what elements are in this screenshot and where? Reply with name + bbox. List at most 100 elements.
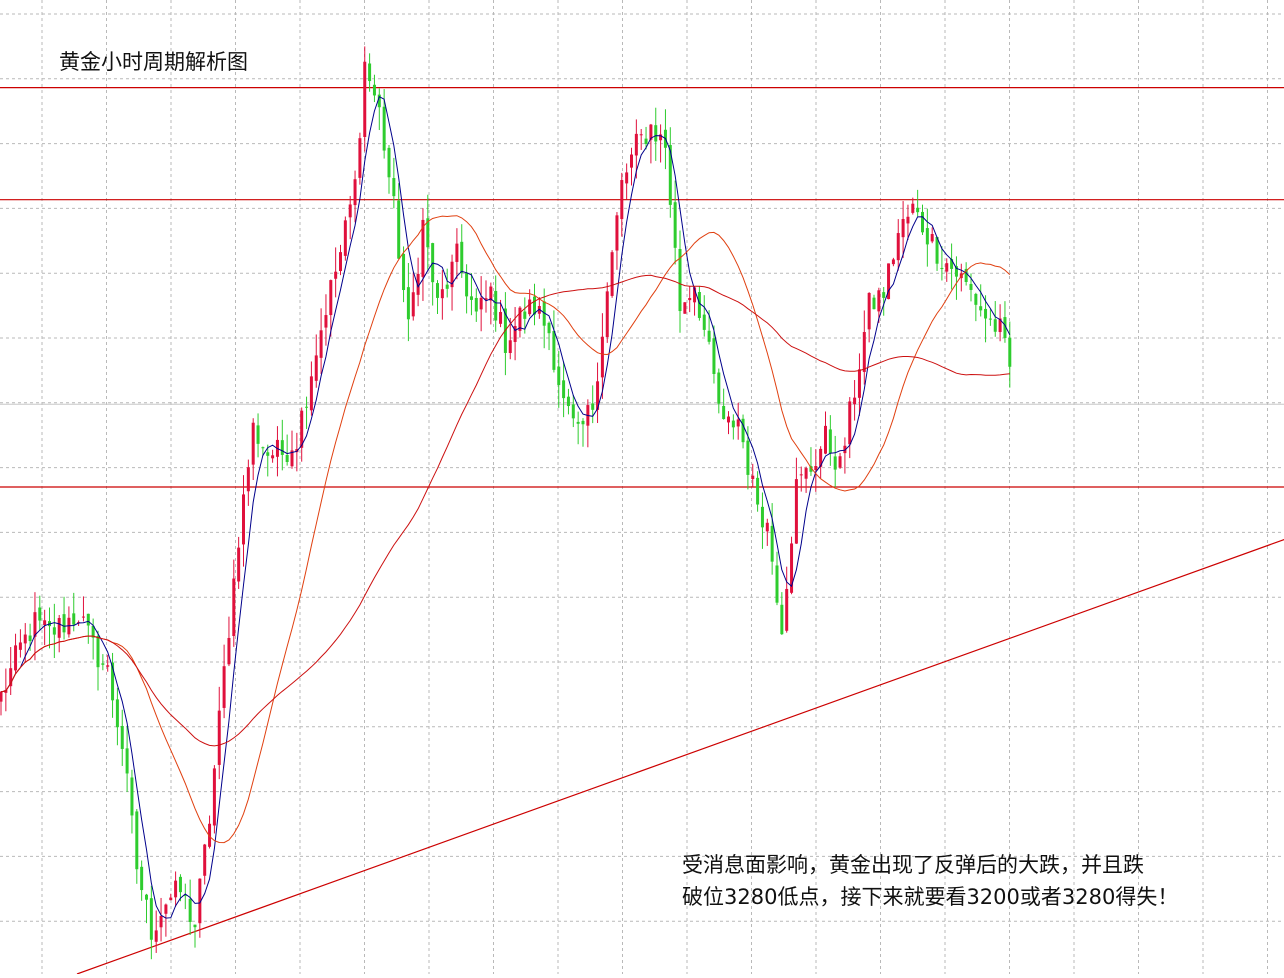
candle-body [838, 456, 842, 468]
candle-body [634, 133, 638, 156]
candle-body [436, 283, 439, 298]
candle-body [363, 61, 367, 137]
candle-body [940, 267, 944, 269]
candle-body [251, 422, 255, 465]
candle-body [159, 916, 163, 928]
candle-body [232, 578, 236, 636]
candle-body [843, 445, 847, 454]
candle-body [290, 450, 294, 467]
candle-body [901, 218, 905, 238]
candle-body [426, 218, 430, 248]
candle-body [130, 777, 134, 816]
candle-body [271, 455, 275, 459]
candle-body [644, 138, 648, 144]
candle-body [600, 336, 604, 378]
candle-body [891, 259, 895, 265]
candle-body [765, 522, 769, 532]
candle-body [824, 425, 827, 454]
candle-body [135, 811, 139, 870]
candle-body [591, 403, 595, 410]
candle-body [368, 63, 372, 82]
candle-body [314, 355, 318, 381]
candle-body [867, 292, 871, 330]
candle-body [237, 547, 241, 582]
candle-body [445, 284, 449, 289]
candle-body [479, 297, 483, 310]
candle-body [620, 180, 624, 220]
candle-body [853, 397, 857, 405]
candle-body [998, 318, 1002, 333]
candle-body [605, 291, 609, 338]
candle-body [203, 844, 207, 876]
horizontal-levels [0, 87, 1284, 488]
candle-body [460, 241, 464, 273]
candle-body [916, 207, 920, 213]
candle-body [227, 637, 231, 665]
candle-body [353, 179, 357, 206]
candle-body [324, 315, 328, 328]
moving-average-line [0, 274, 1010, 747]
candle-body [261, 447, 265, 449]
candle-body [804, 468, 808, 479]
candle-body [833, 456, 837, 470]
candle-body [688, 298, 692, 301]
candle-body [343, 220, 347, 256]
candle-body [935, 237, 939, 264]
candle-body [387, 147, 391, 178]
candle-body [339, 252, 342, 272]
candle-body [790, 543, 794, 593]
candle-body [96, 636, 100, 668]
candle-body [28, 635, 32, 642]
support-trendline [76, 538, 1284, 975]
candle-body [33, 612, 37, 637]
candle-body [693, 287, 697, 303]
candle-body [979, 306, 983, 311]
candle-body [145, 894, 148, 900]
candle-body [969, 283, 973, 290]
candle-body [309, 376, 313, 411]
candle-body [678, 249, 682, 312]
candle-body [358, 138, 362, 178]
candle-body [649, 124, 653, 140]
candle-body [440, 289, 444, 299]
candle-body [528, 299, 532, 315]
candle-body [484, 298, 488, 300]
candle-body [392, 178, 396, 197]
candle-body [717, 372, 721, 404]
candle-body [988, 318, 992, 320]
candle-body [382, 106, 386, 151]
annotation-line-1: 受消息面影响，黄金出现了反弹后的大跌，并且跌 [682, 853, 1144, 877]
candle-body [217, 710, 221, 765]
candle-body [857, 369, 861, 398]
moving-average-line [0, 95, 1011, 919]
candle-body [712, 338, 716, 374]
candle-body [625, 172, 629, 184]
candle-body [329, 280, 333, 316]
candle-body [770, 525, 774, 562]
candle-body [707, 330, 711, 342]
candle-body [571, 404, 575, 419]
candle-body [639, 134, 643, 136]
candle-body [722, 405, 726, 420]
candle-body [14, 645, 18, 671]
candle-body [23, 634, 27, 644]
trendline-layer [76, 538, 1284, 975]
candle-body [38, 607, 42, 621]
candle-body [0, 691, 3, 702]
candle-body [751, 475, 755, 480]
candle-body [222, 666, 226, 708]
candle-body [911, 203, 915, 213]
moving-average-line [0, 215, 1011, 844]
candle-body [731, 420, 735, 428]
candle-body [746, 440, 750, 475]
candle-body [615, 215, 619, 251]
candle-body [819, 448, 823, 467]
candle-body [91, 625, 95, 638]
candle-body [164, 904, 168, 914]
candle-body [62, 614, 66, 633]
candle-body [828, 429, 832, 454]
candle-body [154, 930, 158, 942]
candle-body [921, 211, 924, 233]
candle-body [673, 202, 677, 248]
candle-body [760, 506, 764, 528]
